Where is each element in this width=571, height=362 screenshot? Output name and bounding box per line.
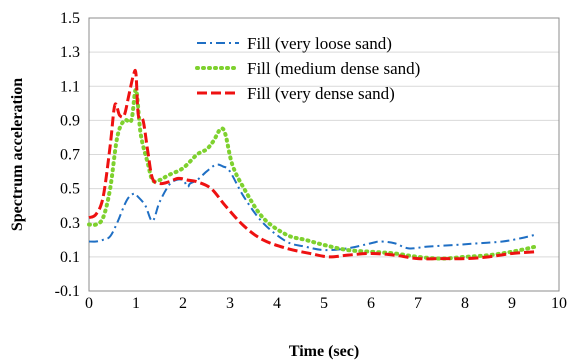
x-tick-label: 10 [551,295,567,312]
y-tick-label: 1.1 [60,78,80,95]
x-tick-label: 9 [508,295,516,312]
y-tick-label: 1.3 [60,44,80,61]
series-lines [87,68,538,261]
legend-label: Fill (very dense sand) [247,84,395,103]
plot-border [88,17,560,292]
series-line-medium-dense [87,87,538,261]
x-tick-label: 0 [85,295,93,312]
y-axis-title: Spectrum acceleration [9,78,26,231]
x-tick-label: 2 [179,295,187,312]
legend: Fill (very loose sand) Fill (medium dense… [195,34,420,103]
x-tick-label: 3 [226,295,234,312]
series-line-very-loose [88,163,536,252]
legend-item: Fill (very dense sand) [197,84,395,103]
x-tick-label: 4 [273,295,281,312]
x-tick-label: 1 [132,295,140,312]
x-tick-label: 5 [320,295,328,312]
y-tick-label: 1.5 [60,10,80,27]
y-tick-label: -0.1 [55,283,80,300]
legend-item: Fill (medium dense sand) [195,59,420,78]
y-tick-label: 0.5 [60,181,80,198]
x-tick-label: 7 [414,295,422,312]
y-tick-label: 0.1 [60,249,80,266]
x-tick-label: 8 [461,295,469,312]
legend-label: Fill (medium dense sand) [247,59,420,78]
axes: -0.1 0.1 0.3 0.5 0.7 0.9 1.1 1.3 1.5 0 1 2 3 4 5 6 7 8 9 10 [55,10,567,312]
legend-label: Fill (very loose sand) [247,34,392,53]
y-tick-label: 0.9 [60,112,80,129]
series-line-very-dense [88,68,536,261]
x-tick-label: 6 [367,295,375,312]
legend-item: Fill (very loose sand) [197,34,392,53]
y-tick-label: 0.3 [60,215,80,232]
y-tick-label: 0.7 [60,147,80,164]
x-axis-title: Time (sec) [289,343,359,360]
